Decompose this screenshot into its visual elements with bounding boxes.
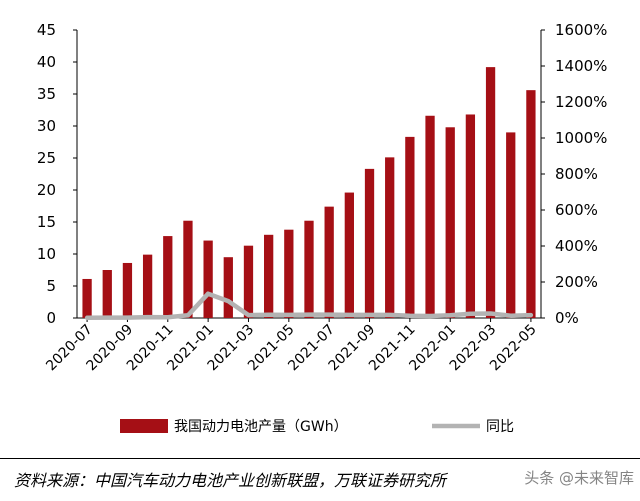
bar bbox=[183, 221, 192, 318]
y-left-tick-label: 45 bbox=[37, 21, 56, 39]
y-left-tick-label: 25 bbox=[37, 149, 56, 167]
bar bbox=[446, 127, 455, 318]
bar bbox=[325, 207, 334, 318]
y-right-tick-label: 600% bbox=[555, 201, 598, 219]
y-left-tick-label: 40 bbox=[37, 53, 56, 71]
legend: 我国动力电池产量（GWh） 同比 bbox=[120, 419, 514, 435]
bar bbox=[123, 263, 132, 318]
bar bbox=[345, 193, 354, 318]
bar bbox=[304, 221, 313, 318]
bar bbox=[466, 114, 475, 318]
bar bbox=[526, 90, 535, 318]
bar bbox=[244, 246, 253, 318]
y-left-tick-label: 5 bbox=[46, 277, 56, 295]
y-right-tick-label: 200% bbox=[555, 273, 598, 291]
source-note: 资料来源：中国汽车动力电池产业创新联盟，万联证券研究所 bbox=[14, 467, 446, 491]
legend-label-line: 同比 bbox=[486, 419, 514, 435]
y-left-tick-label: 10 bbox=[37, 245, 56, 263]
y-left-tick-label: 30 bbox=[37, 117, 56, 135]
y-right-tick-label: 1400% bbox=[555, 57, 607, 75]
y-right-tick-label: 0% bbox=[555, 309, 579, 327]
y-right-tick-label: 400% bbox=[555, 237, 598, 255]
y-right-tick-label: 1600% bbox=[555, 21, 607, 39]
bar bbox=[284, 230, 293, 318]
bar-series bbox=[82, 67, 535, 318]
watermark: 头条 @未来智库 bbox=[524, 467, 634, 488]
bar bbox=[385, 157, 394, 318]
chart-svg: 0 5 10 15 20 25 30 35 40 45 0% 200% 400% 600% 800% 1000… bbox=[0, 0, 640, 458]
legend-swatch-bars bbox=[120, 419, 168, 433]
bar bbox=[405, 137, 414, 318]
bar bbox=[264, 235, 273, 318]
source-footer: 资料来源：中国汽车动力电池产业创新联盟，万联证券研究所 头条 @未来智库 bbox=[0, 458, 640, 501]
y-right-tick-label: 800% bbox=[555, 165, 598, 183]
bar bbox=[103, 270, 112, 318]
bar bbox=[365, 169, 374, 318]
y-left-tick-label: 0 bbox=[46, 309, 56, 327]
bar bbox=[163, 236, 172, 318]
legend-label-bars: 我国动力电池产量（GWh） bbox=[174, 419, 348, 435]
bar bbox=[506, 132, 515, 318]
bar bbox=[203, 241, 212, 318]
bar bbox=[486, 67, 495, 318]
y-right-tick-label: 1200% bbox=[555, 93, 607, 111]
y-left-tick-label: 20 bbox=[37, 181, 56, 199]
y-left-tick-label: 35 bbox=[37, 85, 56, 103]
y-right-tick-label: 1000% bbox=[555, 129, 607, 147]
bar bbox=[224, 257, 233, 318]
bar bbox=[143, 255, 152, 318]
bar bbox=[82, 279, 91, 318]
bar bbox=[425, 116, 434, 318]
tick-labels: 0 5 10 15 20 25 30 35 40 45 0% 200% 400% 600% 800% 1000… bbox=[37, 21, 608, 374]
y-left-tick-label: 15 bbox=[37, 213, 56, 231]
